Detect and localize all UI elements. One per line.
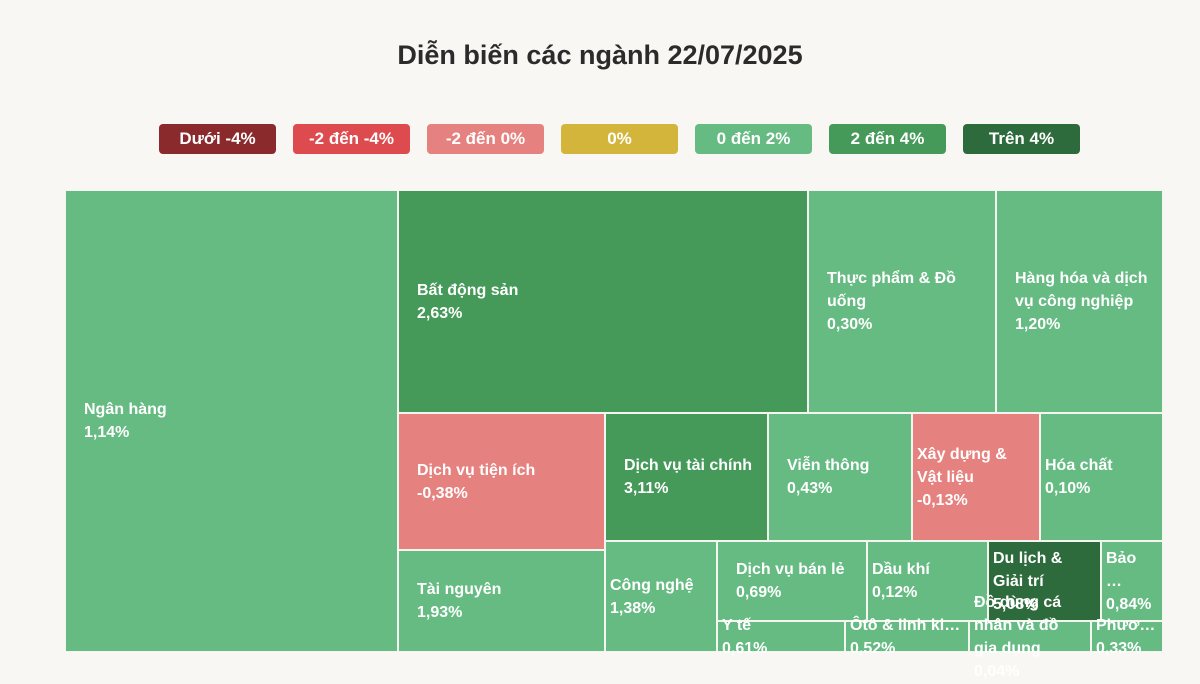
tile-name: Y tế [722, 616, 752, 634]
tile-name: Hóa chất [1045, 457, 1113, 474]
tile-value: 0,10% [1045, 480, 1091, 497]
tile-name: Dịch vụ tài chính [624, 457, 753, 474]
tile: Thực phẩm & Đồ uống 0,30% [808, 190, 996, 413]
legend-item: Dưới -4% [159, 124, 276, 154]
tile-value: 1,93% [417, 604, 463, 621]
tile-value: 0,04% [974, 662, 1020, 680]
legend: Dưới -4% -2 đến -4% -2 đến 0% 0% 0 đến 2% 2 đ… [159, 124, 1080, 154]
tile: Dịch vụ tiện ích -0,38% [398, 413, 605, 550]
legend-item: 0 đến 2% [695, 124, 812, 154]
tile: Dịch vụ tài chính 3,11% [605, 413, 768, 541]
tile-name: Thực phẩm & Đồ uống [827, 270, 956, 310]
legend-item: 2 đến 4% [829, 124, 946, 154]
tile-name: Viễn thông [787, 457, 870, 474]
tile-name: Phươ… [1096, 616, 1156, 634]
legend-item: -2 đến 0% [427, 124, 544, 154]
tile: Bất động sản 2,63% [398, 190, 808, 413]
legend-item: 0% [561, 124, 678, 154]
tile-value: 2,63% [417, 304, 463, 322]
tile-name: Hàng hóa và dịch vụ công nghiệp [1015, 270, 1148, 310]
tile: Hàng hóa và dịch vụ công nghiệp 1,20% [996, 190, 1163, 413]
tile-name: Xây dựng & Vật liệu [917, 445, 1007, 486]
chart-title: Diễn biến các ngành 22/07/2025 [397, 40, 803, 70]
tile-name: Bất động sản [417, 281, 519, 299]
tile: Phươ… 0,33% [1091, 617, 1163, 657]
tile-name: Ngân hàng [84, 401, 167, 418]
tile-value: 5,08% [993, 595, 1039, 613]
tile-name: Bảo … [1106, 549, 1137, 590]
tile-value: 0,84% [1106, 595, 1152, 613]
legend-item: -2 đến -4% [293, 124, 410, 154]
tile: Công nghệ 1,38% [605, 541, 717, 652]
tile-value: 1,38% [610, 599, 656, 617]
tile-value: 1,14% [84, 424, 130, 441]
tile-name: Đồ dùng cá nhân và đồ gia dụng [974, 593, 1062, 657]
tile-name: Dầu khí [872, 561, 930, 578]
tile: Ôtô & linh ki… 0,52% [845, 617, 969, 657]
tile: Tài nguyên 1,93% [398, 550, 605, 652]
tile-name: Dịch vụ tiện ích [417, 461, 536, 479]
tile: Đồ dùng cá nhân và đồ gia dụng 0,04% [969, 594, 1091, 680]
tile-value: 3,11% [624, 480, 669, 497]
tile-value: 0,43% [787, 480, 833, 497]
tile-value: 0,12% [872, 584, 918, 601]
tile-value: 0,52% [850, 639, 896, 657]
tile-name: Tài nguyên [417, 581, 502, 598]
tile-value: -0,13% [917, 491, 968, 509]
tile: Ngân hàng 1,14% [65, 190, 398, 652]
tile: Du lịch & Giải trí 5,08% [988, 541, 1101, 621]
legend-item: Trên 4% [963, 124, 1080, 154]
tile: Dịch vụ bán lẻ 0,69% [717, 541, 867, 621]
tile-value: 0,33% [1096, 639, 1142, 657]
tile: Y tế 0,61% [717, 617, 845, 657]
tile-value: 0,61% [722, 639, 768, 657]
tile-value: -0,38% [417, 484, 468, 502]
tile: Dầu khí 0,12% [867, 541, 988, 621]
tile-value: 0,30% [827, 316, 873, 333]
tile-name: Du lịch & Giải trí [993, 549, 1063, 590]
tile: Xây dựng & Vật liệu -0,13% [912, 413, 1040, 541]
tile: Viễn thông 0,43% [768, 413, 912, 541]
tile-name: Dịch vụ bán lẻ [736, 561, 845, 578]
tile-name: Ôtô & linh ki… [850, 616, 961, 634]
tile-value: 1,20% [1015, 316, 1061, 333]
tile-name: Công nghệ [610, 576, 694, 594]
tile-value: 0,69% [736, 584, 782, 601]
tile: Hóa chất 0,10% [1040, 413, 1163, 541]
tile: Bảo … 0,84% [1101, 541, 1163, 621]
